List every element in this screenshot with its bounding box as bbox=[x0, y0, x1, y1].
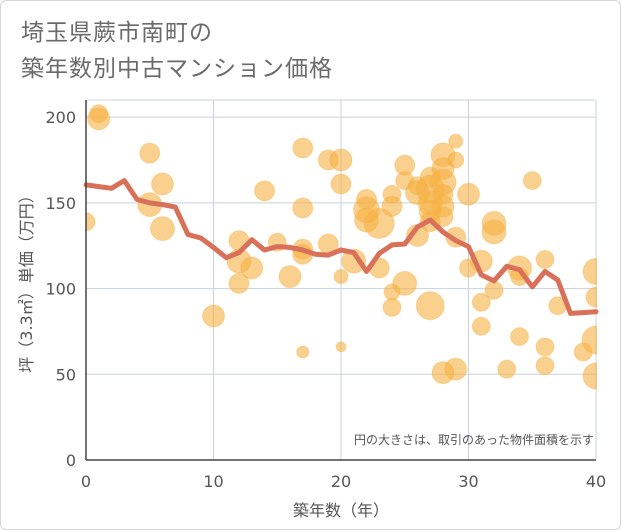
y-tick-label: 50 bbox=[56, 365, 76, 384]
x-axis-label: 築年数（年） bbox=[293, 501, 389, 520]
bubble bbox=[381, 195, 403, 217]
bubble bbox=[447, 151, 465, 169]
chart-axes bbox=[85, 100, 596, 461]
bubble bbox=[151, 172, 174, 196]
bubble bbox=[481, 219, 507, 245]
bubble bbox=[585, 286, 597, 308]
bubble bbox=[333, 269, 349, 285]
bubble bbox=[581, 325, 597, 355]
bubble bbox=[292, 197, 314, 219]
trend-line bbox=[83, 178, 599, 316]
bubble bbox=[497, 359, 517, 379]
chart-title-line2: 築年数別中古マンション価格 bbox=[21, 56, 333, 82]
y-tick-label: 100 bbox=[45, 280, 76, 299]
y-axis-label: 坪（3.3㎡）単価（万円） bbox=[17, 187, 36, 372]
bubble bbox=[444, 357, 468, 381]
bubble bbox=[415, 291, 445, 321]
bubble bbox=[535, 356, 555, 376]
y-tick-label: 200 bbox=[45, 108, 76, 127]
bubble bbox=[341, 248, 367, 274]
bubble bbox=[254, 180, 275, 202]
x-tick-label: 40 bbox=[586, 472, 606, 491]
x-tick-label: 20 bbox=[331, 472, 351, 491]
x-tick-label: 30 bbox=[458, 472, 478, 491]
bubble bbox=[329, 148, 353, 172]
bubble bbox=[522, 171, 542, 191]
bubble bbox=[382, 297, 402, 317]
y-tick-label: 150 bbox=[45, 194, 76, 213]
bubble bbox=[86, 212, 96, 232]
bubble bbox=[240, 256, 264, 280]
bubble bbox=[150, 216, 175, 242]
bubble bbox=[457, 182, 480, 206]
x-tick-labels: 0 10 20 30 40 bbox=[81, 472, 606, 491]
bubble-size-note: 円の大きさは、取引のあった物件面積を示す bbox=[354, 432, 594, 447]
bubble bbox=[484, 280, 504, 300]
chart-title-line1: 埼玉県蕨市南町の bbox=[21, 20, 213, 46]
bubble bbox=[582, 257, 597, 285]
bubble-series bbox=[86, 104, 597, 390]
y-tick-labels: 0 50 100 150 200 bbox=[45, 108, 76, 470]
bubble bbox=[471, 292, 491, 312]
y-tick-label: 0 bbox=[66, 451, 76, 470]
bubble bbox=[330, 173, 352, 195]
bubble bbox=[471, 316, 491, 336]
bubble bbox=[278, 265, 302, 289]
bubble bbox=[292, 137, 314, 159]
bubble bbox=[363, 207, 395, 239]
bubble bbox=[432, 206, 454, 228]
x-tick-label: 10 bbox=[203, 472, 223, 491]
bubble bbox=[228, 272, 250, 294]
bubble bbox=[296, 345, 310, 359]
bubble bbox=[139, 142, 161, 164]
bubble bbox=[392, 270, 418, 296]
bubble bbox=[510, 327, 529, 347]
bubble bbox=[335, 341, 347, 353]
bubble bbox=[448, 133, 464, 149]
bubble bbox=[535, 249, 555, 269]
bubble bbox=[202, 304, 225, 328]
bubble bbox=[535, 337, 555, 357]
bubble bbox=[582, 362, 597, 390]
bubble bbox=[87, 107, 111, 131]
chart-title: 埼玉県蕨市南町の 築年数別中古マンション価格 bbox=[21, 15, 333, 87]
x-tick-label: 0 bbox=[81, 472, 91, 491]
